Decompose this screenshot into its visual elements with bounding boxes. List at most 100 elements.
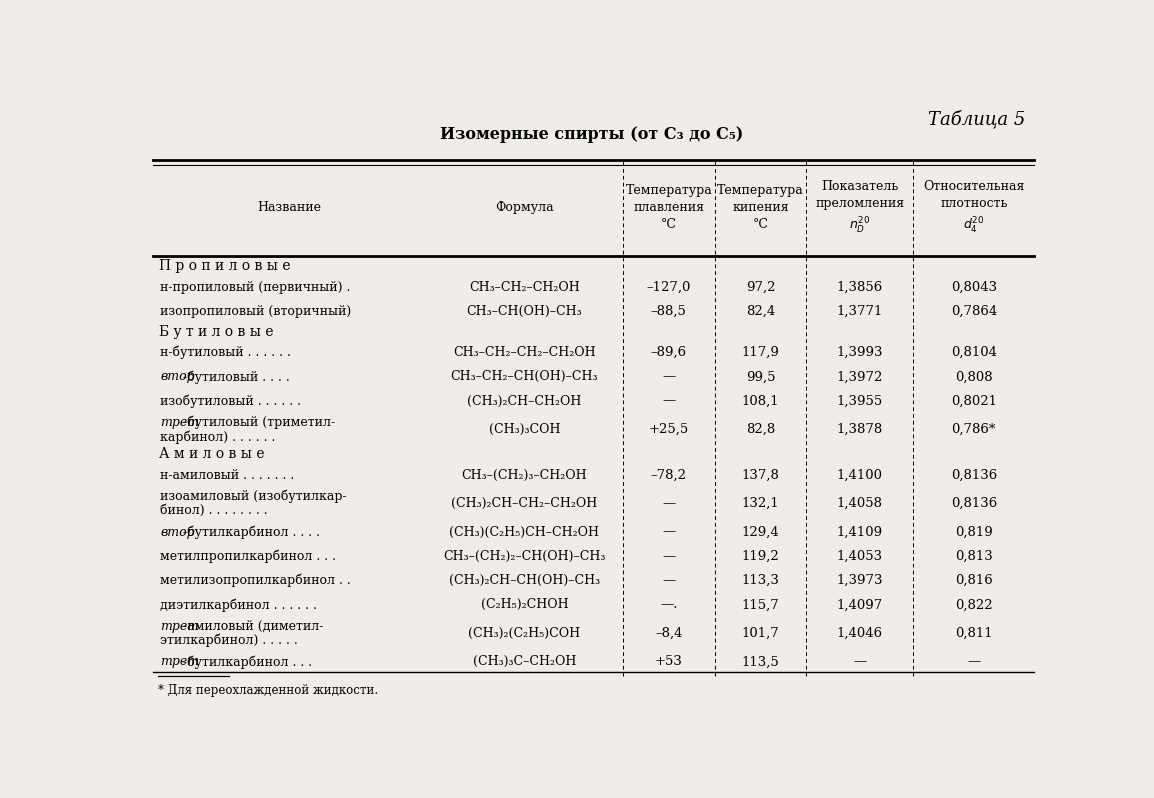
Text: 0,813: 0,813 xyxy=(954,550,992,563)
Text: 1,4100: 1,4100 xyxy=(837,468,883,481)
Text: 1,4109: 1,4109 xyxy=(837,526,883,539)
Text: 129,4: 129,4 xyxy=(742,526,779,539)
Text: этилкарбинол) . . . . .: этилкарбинол) . . . . . xyxy=(160,634,298,647)
Text: -бутилкарбинол . . .: -бутилкарбинол . . . xyxy=(182,655,312,669)
Text: 132,1: 132,1 xyxy=(742,497,779,510)
Text: изоамиловый (изобутилкар-: изоамиловый (изобутилкар- xyxy=(160,489,347,503)
Text: н-бутиловый . . . . . .: н-бутиловый . . . . . . xyxy=(160,346,291,359)
Text: н-пропиловый (первичный) .: н-пропиловый (первичный) . xyxy=(160,281,351,294)
Text: 108,1: 108,1 xyxy=(742,394,779,408)
Text: Относительная
плотность
$d^{20}_{4}$: Относительная плотность $d^{20}_{4}$ xyxy=(923,180,1025,235)
Text: (CH₃)₂CH–CH₂–CH₂OH: (CH₃)₂CH–CH₂–CH₂OH xyxy=(451,497,598,510)
Text: бинол) . . . . . . . .: бинол) . . . . . . . . xyxy=(160,504,268,517)
Text: —: — xyxy=(662,370,675,383)
Text: 1,3856: 1,3856 xyxy=(837,281,883,294)
Text: изопропиловый (вторичный): изопропиловый (вторичный) xyxy=(160,305,352,318)
Text: (CH₃)₂(C₂H₅)COH: (CH₃)₂(C₂H₅)COH xyxy=(469,626,580,640)
Text: 0,8136: 0,8136 xyxy=(951,497,997,510)
Text: 1,4058: 1,4058 xyxy=(837,497,883,510)
Text: —: — xyxy=(662,550,675,563)
Text: 0,786*: 0,786* xyxy=(952,423,996,436)
Text: —: — xyxy=(853,655,867,669)
Text: (CH₃)₂CH–CH(OH)–CH₃: (CH₃)₂CH–CH(OH)–CH₃ xyxy=(449,574,600,587)
Text: трет: трет xyxy=(160,416,200,429)
Text: 1,4097: 1,4097 xyxy=(837,598,883,611)
Text: 1,3771: 1,3771 xyxy=(837,305,883,318)
Text: CH₃–CH₂–CH₂OH: CH₃–CH₂–CH₂OH xyxy=(469,281,579,294)
Text: Таблица 5: Таблица 5 xyxy=(928,109,1025,128)
Text: —.: —. xyxy=(660,598,677,611)
Text: втор: втор xyxy=(160,370,195,383)
Text: трет: трет xyxy=(160,655,200,669)
Text: +53: +53 xyxy=(654,655,683,669)
Text: изобутиловый . . . . . .: изобутиловый . . . . . . xyxy=(160,394,301,408)
Text: П р о п и л о в ы е: П р о п и л о в ы е xyxy=(158,259,290,274)
Text: карбинол) . . . . . .: карбинол) . . . . . . xyxy=(160,430,276,444)
Text: CH₃–(CH₂)₃–CH₂OH: CH₃–(CH₂)₃–CH₂OH xyxy=(462,468,587,481)
Text: 1,4053: 1,4053 xyxy=(837,550,883,563)
Text: 137,8: 137,8 xyxy=(742,468,779,481)
Text: 0,8043: 0,8043 xyxy=(951,281,997,294)
Text: -бутиловый . . . .: -бутиловый . . . . xyxy=(182,370,290,384)
Text: CH₃–CH(OH)–CH₃: CH₃–CH(OH)–CH₃ xyxy=(466,305,582,318)
Text: втор: втор xyxy=(160,526,195,539)
Text: 113,3: 113,3 xyxy=(742,574,779,587)
Text: -бутиловый (триметил-: -бутиловый (триметил- xyxy=(182,416,335,429)
Text: 0,808: 0,808 xyxy=(956,370,992,383)
Text: CH₃–CH₂–CH(OH)–CH₃: CH₃–CH₂–CH(OH)–CH₃ xyxy=(450,370,598,383)
Text: —: — xyxy=(662,526,675,539)
Text: 0,819: 0,819 xyxy=(954,526,992,539)
Text: 97,2: 97,2 xyxy=(745,281,775,294)
Text: * Для переохлажденной жидкости.: * Для переохлажденной жидкости. xyxy=(158,685,377,697)
Text: (CH₃)₂CH–CH₂OH: (CH₃)₂CH–CH₂OH xyxy=(467,394,582,408)
Text: 0,8136: 0,8136 xyxy=(951,468,997,481)
Text: А м и л о в ы е: А м и л о в ы е xyxy=(158,448,264,461)
Text: —: — xyxy=(662,497,675,510)
Text: +25,5: +25,5 xyxy=(649,423,689,436)
Text: диэтилкарбинол . . . . . .: диэтилкарбинол . . . . . . xyxy=(160,598,317,611)
Text: 0,7864: 0,7864 xyxy=(951,305,997,318)
Text: –88,5: –88,5 xyxy=(651,305,687,318)
Text: 117,9: 117,9 xyxy=(742,346,779,359)
Text: 1,3993: 1,3993 xyxy=(837,346,883,359)
Text: 1,3973: 1,3973 xyxy=(837,574,883,587)
Text: 119,2: 119,2 xyxy=(742,550,779,563)
Text: –8,4: –8,4 xyxy=(655,626,682,640)
Text: 0,816: 0,816 xyxy=(954,574,992,587)
Text: 0,8104: 0,8104 xyxy=(951,346,997,359)
Text: —: — xyxy=(662,394,675,408)
Text: 101,7: 101,7 xyxy=(742,626,779,640)
Text: 99,5: 99,5 xyxy=(745,370,775,383)
Text: 1,3955: 1,3955 xyxy=(837,394,883,408)
Text: —: — xyxy=(662,574,675,587)
Text: 1,3972: 1,3972 xyxy=(837,370,883,383)
Text: (C₂H₅)₂CHOH: (C₂H₅)₂CHOH xyxy=(480,598,568,611)
Text: Изомерные спирты (от C₃ до C₅): Изомерные спирты (от C₃ до C₅) xyxy=(440,127,743,144)
Text: метилпропилкарбинол . . .: метилпропилкарбинол . . . xyxy=(160,550,336,563)
Text: –78,2: –78,2 xyxy=(651,468,687,481)
Text: CH₃–(CH₂)₂–CH(OH)–CH₃: CH₃–(CH₂)₂–CH(OH)–CH₃ xyxy=(443,550,606,563)
Text: (CH₃)₃COH: (CH₃)₃COH xyxy=(488,423,560,436)
Text: CH₃–CH₂–CH₂–CH₂OH: CH₃–CH₂–CH₂–CH₂OH xyxy=(454,346,595,359)
Text: 1,4046: 1,4046 xyxy=(837,626,883,640)
Text: трет: трет xyxy=(160,619,200,633)
Text: Формула: Формула xyxy=(495,201,554,215)
Text: Температура
плавления
°C: Температура плавления °C xyxy=(625,184,712,231)
Text: 113,5: 113,5 xyxy=(742,655,779,669)
Text: метилизопропилкарбинол . .: метилизопропилкарбинол . . xyxy=(160,574,351,587)
Text: 1,3878: 1,3878 xyxy=(837,423,883,436)
Text: 0,8021: 0,8021 xyxy=(951,394,997,408)
Text: —: — xyxy=(967,655,981,669)
Text: 0,811: 0,811 xyxy=(956,626,992,640)
Text: Б у т и л о в ы е: Б у т и л о в ы е xyxy=(158,325,273,339)
Text: -бутилкарбинол . . . .: -бутилкарбинол . . . . xyxy=(182,525,320,539)
Text: 0,822: 0,822 xyxy=(956,598,992,611)
Text: -амиловый (диметил-: -амиловый (диметил- xyxy=(182,619,323,633)
Text: 82,4: 82,4 xyxy=(745,305,775,318)
Text: Показатель
преломления
$n^{20}_{D}$: Показатель преломления $n^{20}_{D}$ xyxy=(815,180,905,235)
Text: –127,0: –127,0 xyxy=(646,281,691,294)
Text: Название: Название xyxy=(257,201,322,215)
Text: (CH₃)(C₂H₅)CH–CH₂OH: (CH₃)(C₂H₅)CH–CH₂OH xyxy=(449,526,599,539)
Text: –89,6: –89,6 xyxy=(651,346,687,359)
Text: Температура
кипения
°C: Температура кипения °C xyxy=(717,184,804,231)
